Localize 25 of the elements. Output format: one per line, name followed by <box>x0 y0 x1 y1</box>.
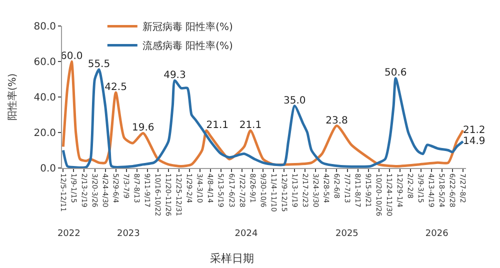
y-tick-label: 20.0 <box>34 128 56 139</box>
x2-tick-label: 2025 <box>336 229 358 239</box>
legend-label: 流感病毒 阳性率(%) <box>142 40 233 52</box>
data-label: 42.5 <box>104 82 127 94</box>
data-label: 21.1 <box>239 120 262 132</box>
y-tick-label: 60.0 <box>34 57 56 68</box>
x2-tick-label: 2022 <box>57 229 80 239</box>
data-label: 23.8 <box>326 115 348 126</box>
data-label: 35.0 <box>284 95 306 106</box>
x2-tick-label: 2024 <box>234 229 258 239</box>
y-tick-label: 40.0 <box>34 92 56 104</box>
data-label: 49.3 <box>164 70 186 81</box>
y-tick-label: 0.0 <box>40 164 56 174</box>
y-tick-label: 80.0 <box>34 22 56 32</box>
data-label: 50.6 <box>384 68 407 79</box>
x2-tick-label: 2026 <box>425 229 449 239</box>
x2-tick-label: 2023 <box>116 229 140 239</box>
legend-label: 新冠病毒 阳性率(%) <box>142 21 233 34</box>
data-label: 55.5 <box>88 58 110 70</box>
data-label: 19.6 <box>132 122 154 134</box>
data-label: 21.2 <box>462 124 486 136</box>
y-axis-title: 阳性率(%) <box>6 73 19 121</box>
data-label: 21.1 <box>206 120 229 132</box>
x-axis-title: 采样日期 <box>210 252 254 265</box>
data-label: 14.9 <box>462 136 486 148</box>
